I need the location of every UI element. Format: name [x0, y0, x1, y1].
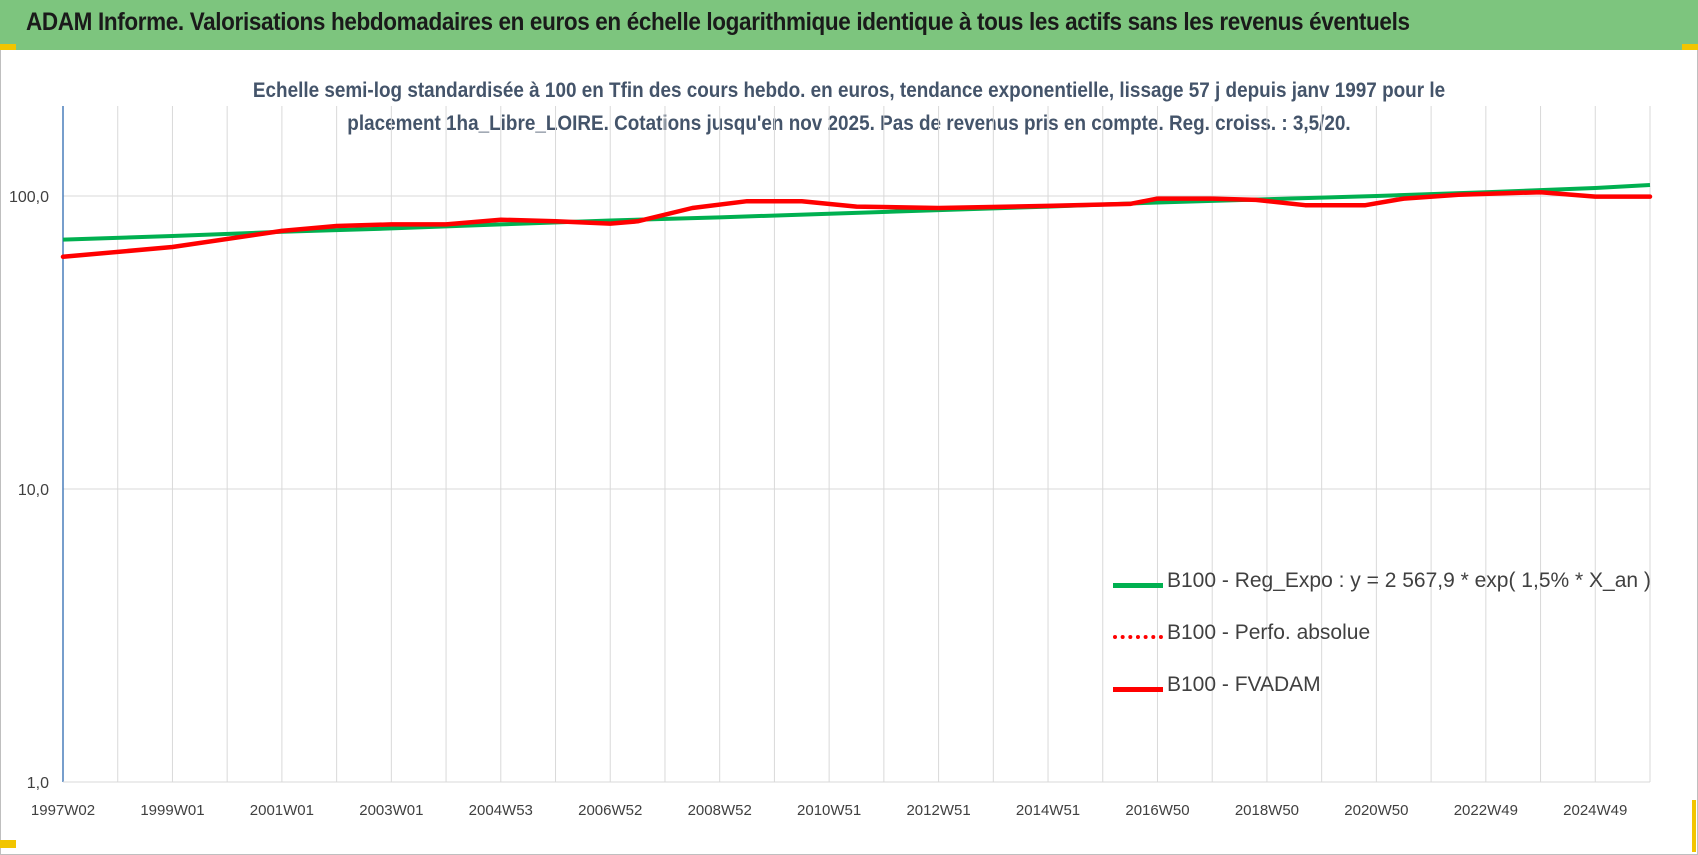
corner-accent-bottom-left — [0, 840, 16, 848]
series-line-fvadam — [60, 189, 1653, 260]
x-tick-label: 2024W49 — [1563, 802, 1627, 819]
x-tick-label: 2020W50 — [1344, 802, 1408, 819]
chart-subtitle: Echelle semi-log standardisée à 100 en T… — [0, 74, 1698, 140]
chart-subtitle-line-2: placement 1ha_Libre_LOIRE. Cotations jus… — [347, 112, 1351, 135]
series-layer — [60, 183, 1653, 260]
x-tick-label: 2001W01 — [250, 802, 314, 819]
series-line-reg-expo — [62, 183, 1651, 242]
x-tick-label: 2022W49 — [1454, 802, 1518, 819]
x-tick-label: 2008W52 — [688, 802, 752, 819]
title-banner: ADAM Informe. Valorisations hebdomadaire… — [0, 0, 1698, 50]
x-tick-label: 1999W01 — [140, 802, 204, 819]
legend-swatch-green-solid — [1113, 583, 1163, 588]
x-tick-label: 2004W53 — [469, 802, 533, 819]
gridlines — [63, 106, 1651, 783]
y-tick-label: 10,0 — [18, 482, 49, 499]
tick-labels: 100,0 10,0 1,0 1997W02 1999W01 2001W01 2003W01… — [9, 189, 1627, 819]
x-tick-label: 2003W01 — [359, 802, 423, 819]
corner-accent-top-left — [0, 44, 16, 50]
axes — [62, 106, 1650, 783]
series-line-perfo-absolue — [62, 190, 1650, 259]
banner-title: ADAM Informe. Valorisations hebdomadaire… — [26, 8, 1410, 36]
x-tick-label: 2018W50 — [1235, 802, 1299, 819]
x-tick-label: 2006W52 — [578, 802, 642, 819]
legend-label: B100 - Reg_Expo : y = 2 567,9 * exp( 1,5… — [1167, 569, 1651, 592]
corner-accent-bottom-right — [1692, 800, 1696, 852]
x-tick-label: 2010W51 — [797, 802, 861, 819]
corner-accent-top-right — [1682, 44, 1698, 50]
legend-swatch-red-dotted — [1113, 635, 1163, 639]
legend-label: B100 - Perfo. absolue — [1167, 621, 1371, 644]
legend-label: B100 - FVADAM — [1167, 673, 1321, 696]
x-tick-label: 2014W51 — [1016, 802, 1080, 819]
chart-subtitle-line-1: Echelle semi-log standardisée à 100 en T… — [252, 79, 1446, 102]
y-tick-label: 100,0 — [9, 189, 49, 206]
y-tick-label: 1,0 — [27, 775, 49, 792]
x-tick-label: 2012W51 — [906, 802, 970, 819]
x-tick-label: 1997W02 — [31, 802, 95, 819]
legend-swatch-red-solid — [1113, 687, 1163, 692]
x-tick-label: 2016W50 — [1125, 802, 1189, 819]
